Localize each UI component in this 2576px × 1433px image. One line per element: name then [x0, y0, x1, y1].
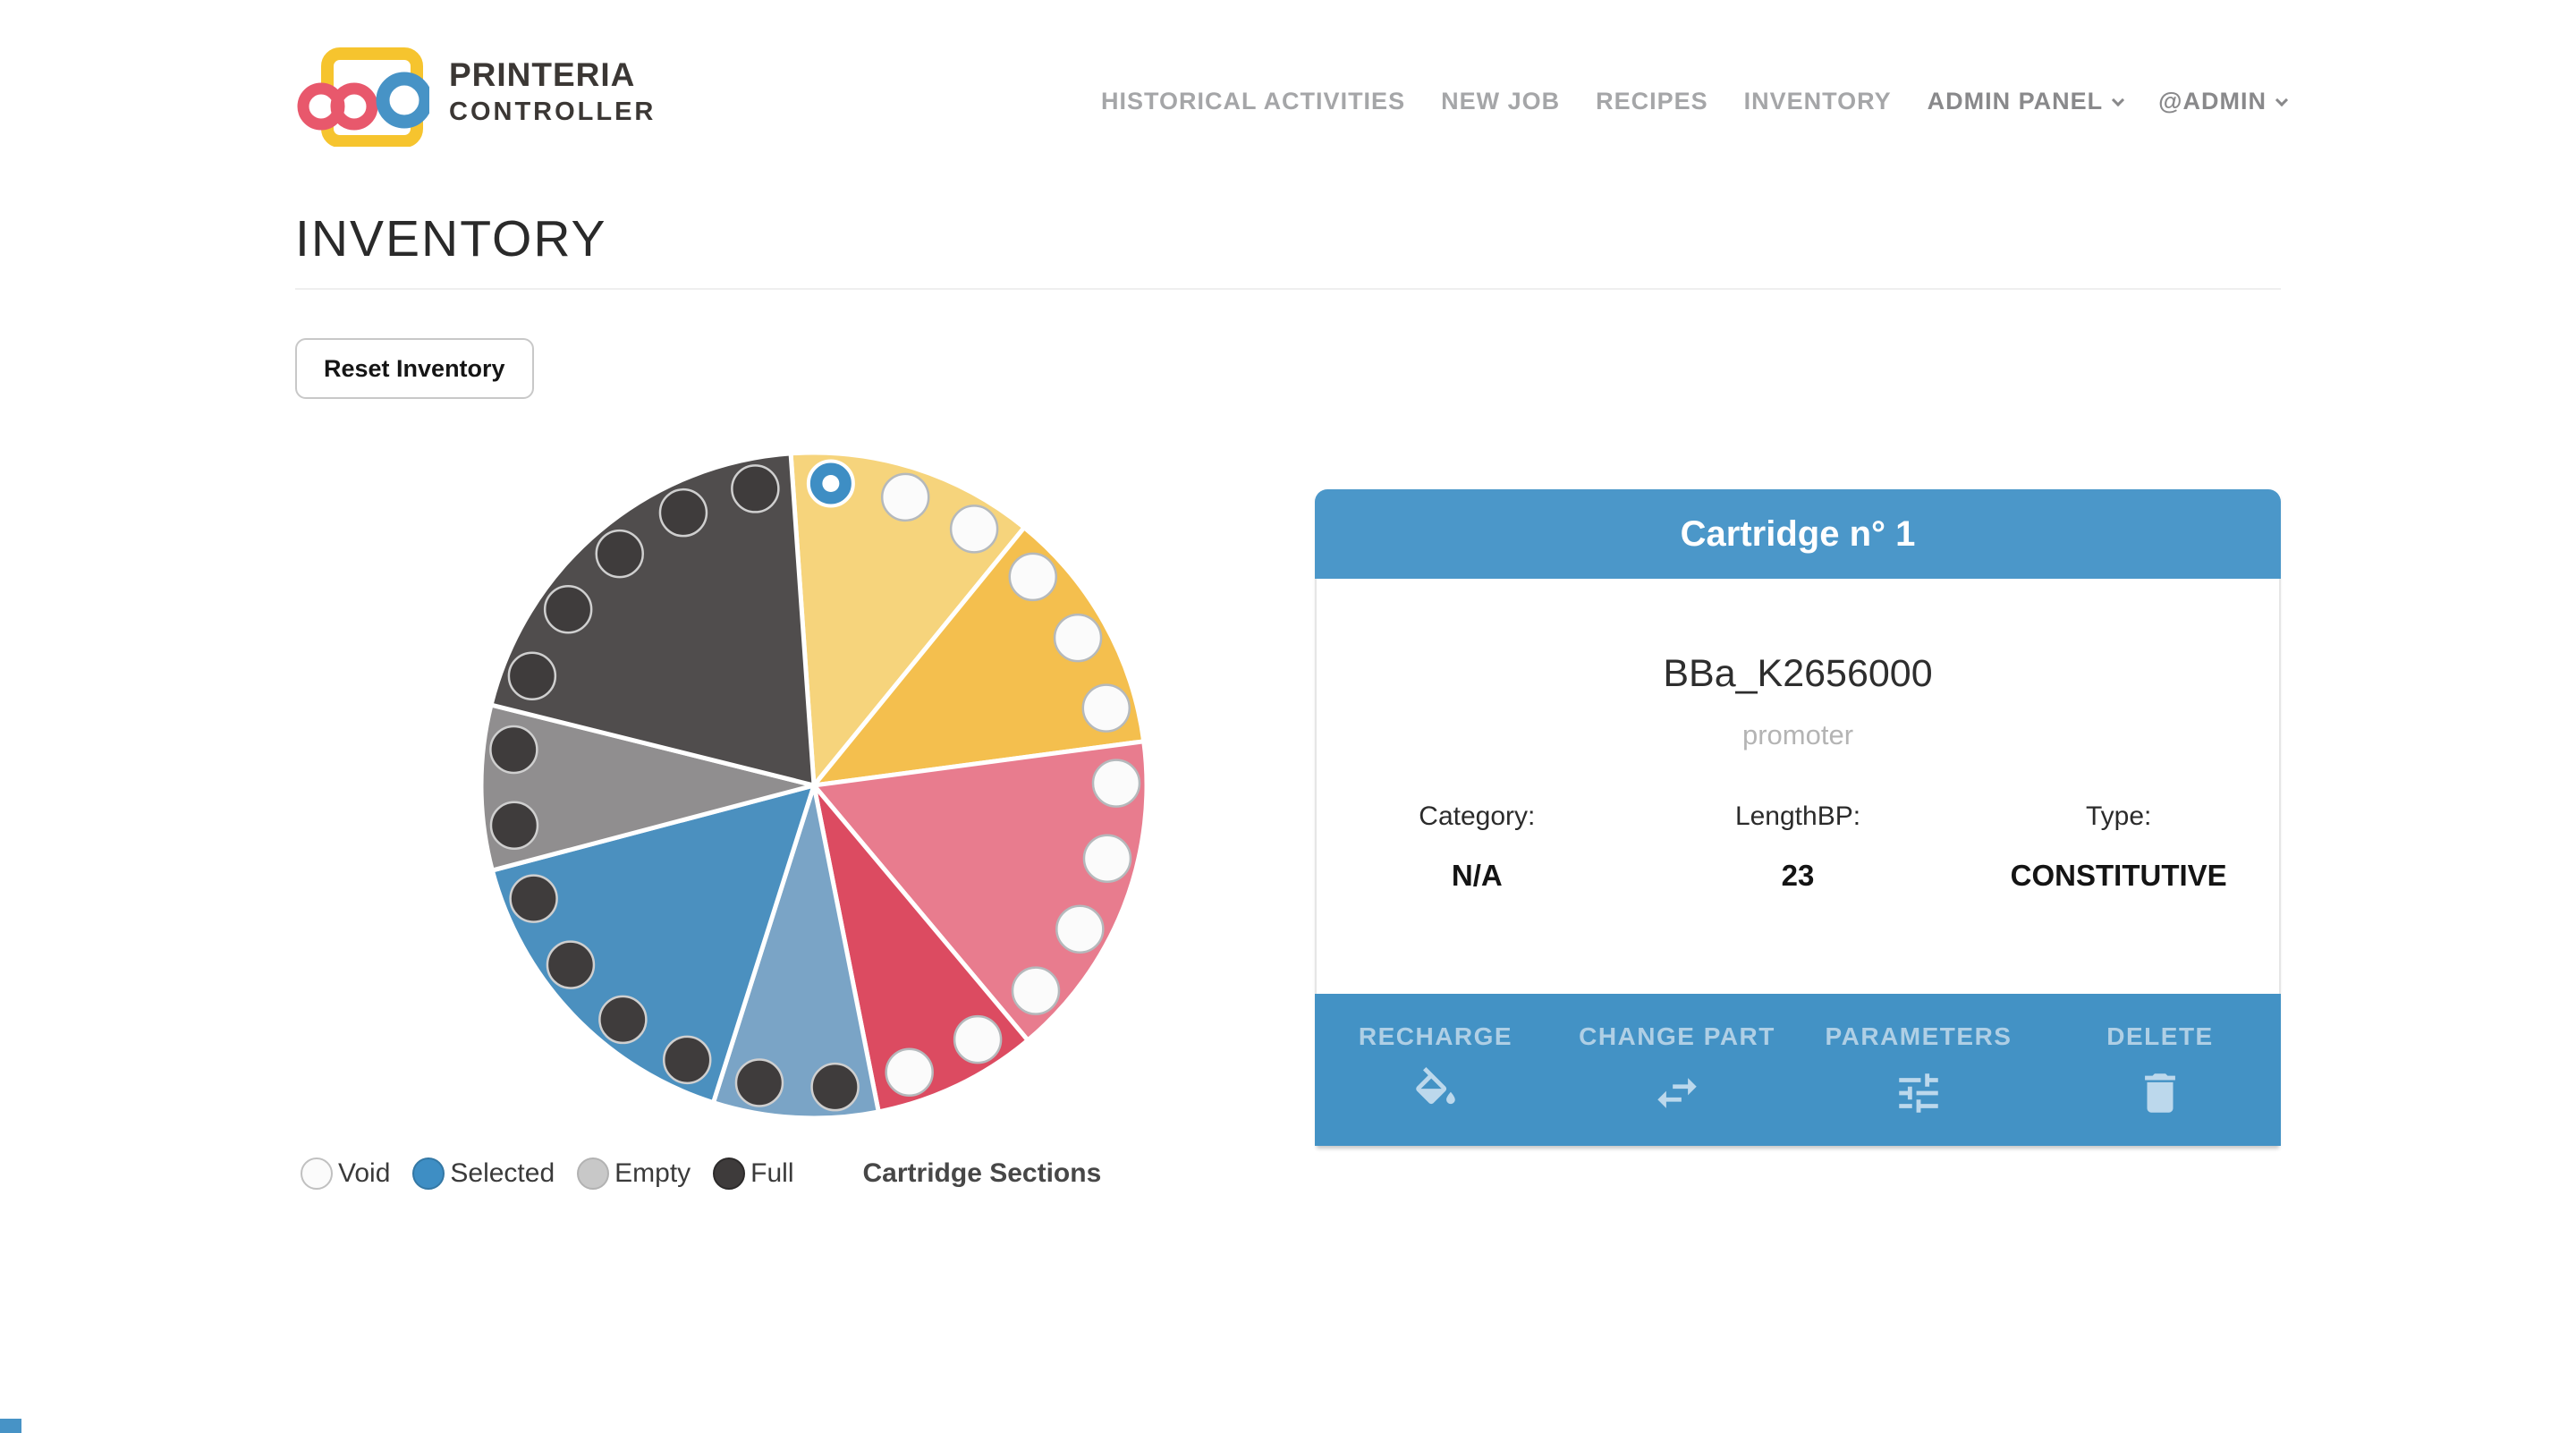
- legend-label: Selected: [450, 1158, 555, 1188]
- pie-segment-cartridge-6[interactable]: [489, 782, 818, 1106]
- selected-slot-center: [822, 475, 840, 493]
- pie-segment-cartridge-3[interactable]: [809, 738, 1148, 1044]
- cartridge-card-actions: RECHARGE CHANGE PART PARAMETERS DELETE: [1315, 994, 2281, 1146]
- trash-icon: [2145, 1073, 2175, 1113]
- field-lengthbp: LengthBP: 23: [1638, 801, 1959, 893]
- legend-swatch-void: [301, 1157, 333, 1190]
- slot-dot-cartridge-6-section-2-full[interactable]: [598, 995, 648, 1045]
- viewport-corner-box: [0, 1419, 21, 1433]
- slot-dot-cartridge-8-section-5-full[interactable]: [731, 464, 780, 513]
- slot-dot-cartridge-5-section-1-full[interactable]: [810, 1062, 860, 1112]
- action-label: RECHARGE: [1358, 1022, 1513, 1050]
- slot-dot-cartridge-3-section-3-void[interactable]: [1055, 904, 1105, 954]
- pie-segment-cartridge-5[interactable]: [710, 784, 882, 1120]
- slot-dot-cartridge-3-section-4-void[interactable]: [1011, 966, 1061, 1015]
- nav-item-recipes[interactable]: RECIPES: [1596, 88, 1708, 114]
- field-value: CONSTITUTIVE: [2010, 859, 2227, 892]
- legend-swatch-full: [713, 1157, 746, 1190]
- cartridge-wheel-chart: [479, 451, 1148, 1120]
- field-category: Category: N/A: [1317, 801, 1638, 893]
- main-nav: HISTORICAL ACTIVITIES NEW JOB RECIPES INVEN…: [1101, 88, 2289, 115]
- cartridge-card-header: Cartridge n° 1: [1315, 489, 2281, 579]
- pie-segment-cartridge-8[interactable]: [488, 451, 817, 789]
- field-label: LengthBP:: [1734, 801, 1861, 831]
- slot-dot-cartridge-6-section-1-full[interactable]: [662, 1035, 712, 1085]
- slot-dot-cartridge-8-section-1-full[interactable]: [507, 651, 557, 701]
- brand-name: PRINTERIA CONTROLLER: [449, 56, 656, 127]
- action-label: DELETE: [2106, 1022, 2214, 1050]
- legend-item-selected: Selected: [412, 1157, 555, 1190]
- delete-button[interactable]: DELETE: [2039, 994, 2281, 1146]
- slot-dot-cartridge-8-section-2-full[interactable]: [543, 584, 593, 634]
- recharge-button[interactable]: RECHARGE: [1315, 994, 1556, 1146]
- slot-dot-cartridge-4-section-2-void[interactable]: [885, 1047, 934, 1097]
- nav-item-historical-activities[interactable]: HISTORICAL ACTIVITIES: [1101, 88, 1406, 114]
- nav-item--admin[interactable]: @ADMIN: [2158, 88, 2289, 115]
- slot-dot-cartridge-3-section-2-void[interactable]: [1082, 834, 1132, 884]
- chevron-down-icon: [2112, 93, 2125, 107]
- pie-segment-cartridge-2[interactable]: [809, 524, 1147, 789]
- legend-item-empty: Empty: [577, 1157, 691, 1190]
- legend-swatch-selected: [412, 1157, 445, 1190]
- slot-dot-cartridge-4-section-1-void[interactable]: [953, 1014, 1003, 1064]
- cartridge-card: Cartridge n° 1 BBa_K2656000 promoter Cat…: [1315, 489, 2281, 1146]
- legend-item-void: Void: [301, 1157, 390, 1190]
- cartridge-card-body: BBa_K2656000 promoter Category: N/A Length…: [1315, 579, 2281, 994]
- field-type: Type: CONSTITUTIVE: [1958, 801, 2279, 893]
- slot-dot-cartridge-2-section-2-void[interactable]: [1053, 613, 1103, 663]
- swap-arrows-icon: [1657, 1078, 1697, 1108]
- legend-title: Cartridge Sections: [862, 1158, 1102, 1188]
- slot-dot-cartridge-6-section-3-full[interactable]: [546, 940, 596, 989]
- slot-dot-cartridge-8-section-4-full[interactable]: [658, 488, 708, 538]
- action-label: CHANGE PART: [1579, 1022, 1775, 1050]
- printeria-logo-icon: [297, 47, 429, 147]
- legend-label: Void: [338, 1158, 391, 1188]
- slot-dot-cartridge-8-section-3-full[interactable]: [595, 529, 644, 579]
- field-label: Type:: [2085, 801, 2152, 831]
- brand-logo[interactable]: PRINTERIA CONTROLLER: [293, 36, 656, 147]
- field-label: Category:: [1419, 801, 1536, 831]
- chart-legend: Void Selected Empty Full Cartridge Sections: [301, 1157, 1101, 1190]
- reset-inventory-button[interactable]: Reset Inventory: [295, 338, 534, 399]
- legend-label: Empty: [614, 1158, 691, 1188]
- slot-dot-cartridge-1-section-2-void[interactable]: [880, 472, 930, 522]
- paint-fill-icon: [1416, 1067, 1455, 1105]
- legend-item-full: Full: [713, 1157, 794, 1190]
- legend-label: Full: [750, 1158, 794, 1188]
- nav-item-inventory[interactable]: INVENTORY: [1743, 88, 1892, 114]
- nav-item-admin-panel[interactable]: ADMIN PANEL: [1928, 88, 2125, 115]
- brand-name-line1: PRINTERIA: [449, 55, 636, 93]
- title-divider: [295, 288, 2281, 290]
- chevron-down-icon: [2275, 93, 2289, 107]
- slot-dot-cartridge-1-section-3-void[interactable]: [949, 505, 999, 554]
- change-part-button[interactable]: CHANGE PART: [1556, 994, 1798, 1146]
- part-name: BBa_K2656000: [1663, 652, 1933, 695]
- parameters-button[interactable]: PARAMETERS: [1798, 994, 2039, 1146]
- slot-dot-cartridge-2-section-3-void[interactable]: [1081, 683, 1131, 733]
- slot-dot-cartridge-7-section-2-full[interactable]: [489, 725, 538, 775]
- nav-item-new-job[interactable]: NEW JOB: [1441, 88, 1561, 114]
- brand-name-line2: CONTROLLER: [449, 97, 657, 126]
- sliders-icon: [1899, 1073, 1938, 1113]
- legend-swatch-empty: [577, 1157, 610, 1190]
- slot-dot-cartridge-6-section-4-full[interactable]: [509, 874, 558, 923]
- field-value: 23: [1781, 859, 1815, 892]
- slot-dot-cartridge-2-section-1-void[interactable]: [1008, 552, 1058, 602]
- field-value: N/A: [1451, 859, 1503, 892]
- legend-items: Void Selected Empty Full: [301, 1157, 794, 1190]
- pie-segment-cartridge-7[interactable]: [479, 701, 815, 874]
- part-fields: Category: N/A LengthBP: 23 Type: CONSTITUTIVE: [1317, 801, 2279, 893]
- slot-dot-cartridge-3-section-1-void[interactable]: [1091, 759, 1141, 808]
- page-title: INVENTORY: [295, 210, 607, 267]
- action-label: PARAMETERS: [1825, 1022, 2012, 1050]
- slot-dot-cartridge-5-section-2-full[interactable]: [734, 1058, 784, 1107]
- slot-dot-cartridge-7-section-1-full[interactable]: [489, 801, 539, 850]
- part-role: promoter: [1741, 719, 1854, 750]
